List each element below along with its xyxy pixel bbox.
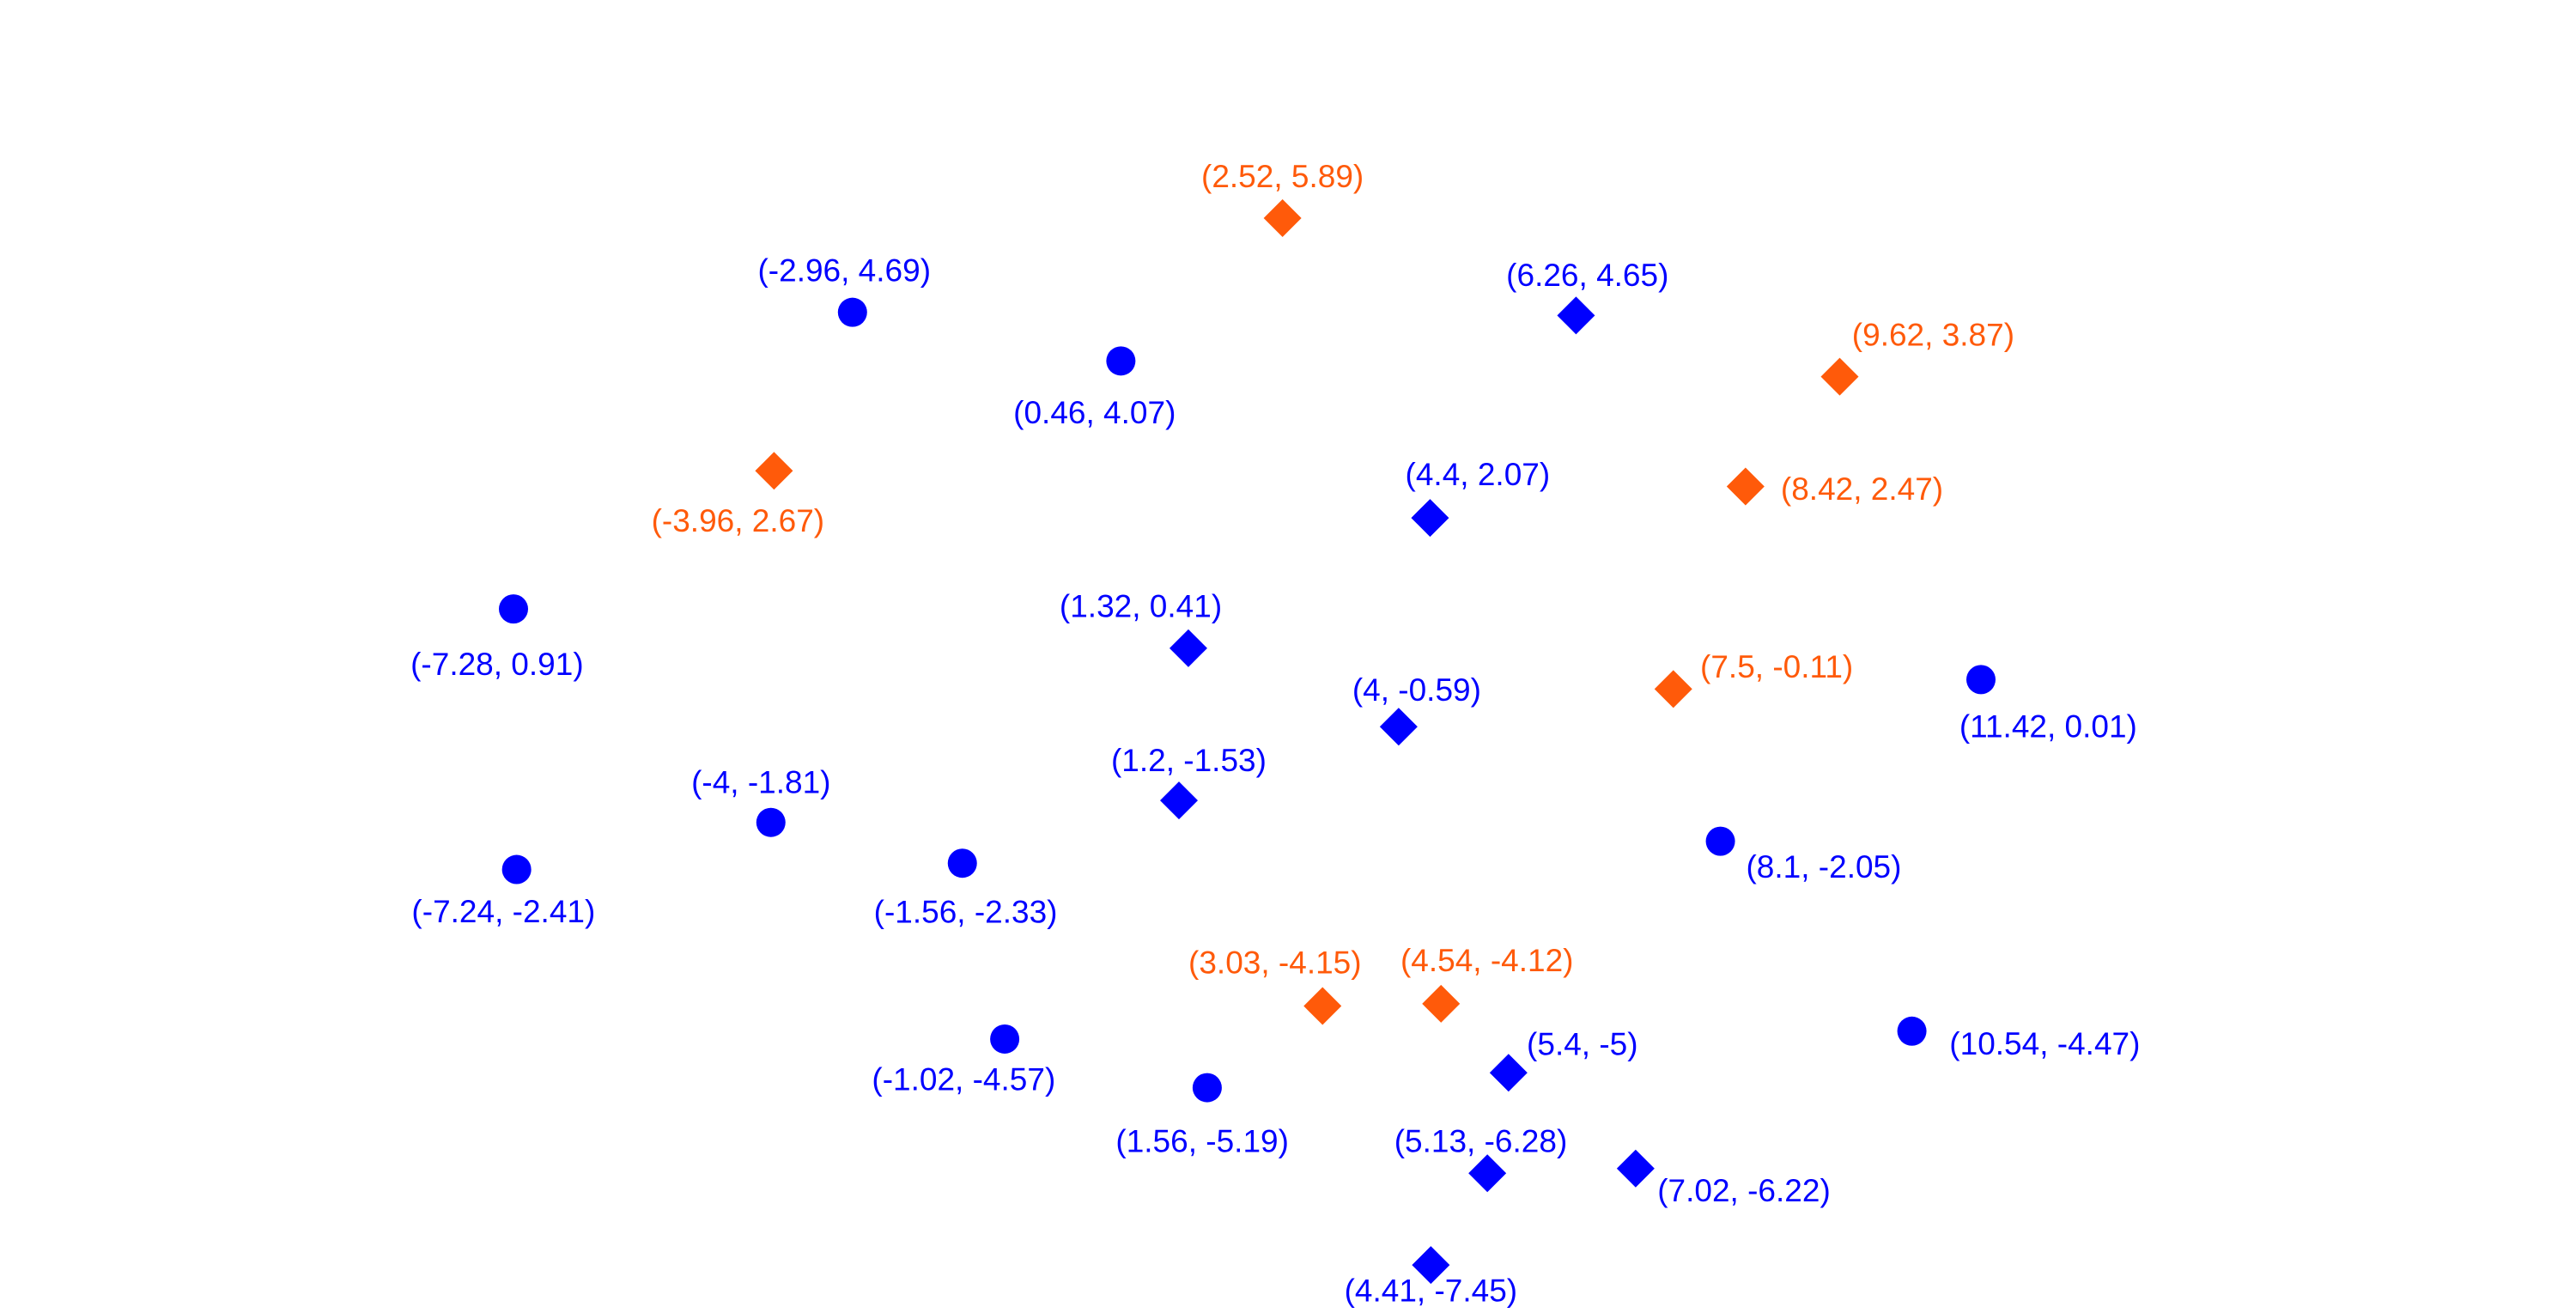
point — [1379, 708, 1418, 746]
point-label: (-2.96, 4.69) — [757, 253, 931, 289]
point-label: (2.52, 5.89) — [1201, 159, 1364, 194]
point-label: (4, -0.59) — [1352, 672, 1481, 708]
point — [756, 807, 786, 837]
point-label: (4.4, 2.07) — [1406, 457, 1551, 492]
point — [499, 594, 528, 624]
point-label: (0.46, 4.07) — [1013, 395, 1176, 430]
point-label: (-1.56, -2.33) — [874, 894, 1058, 929]
point-label: (8.1, -2.05) — [1746, 849, 1901, 884]
point — [1303, 987, 1342, 1025]
point-label: (1.56, -5.19) — [1115, 1123, 1289, 1158]
point-label: (8.42, 2.47) — [1781, 471, 1943, 507]
point-label: (-7.24, -2.41) — [411, 894, 595, 929]
point-label: (3.03, -4.15) — [1188, 945, 1362, 981]
point-label: (11.42, 0.01) — [1959, 708, 2137, 744]
point-label: (-7.28, 0.91) — [410, 647, 584, 682]
point — [1169, 629, 1207, 667]
point — [837, 297, 867, 327]
point — [1705, 826, 1735, 856]
point — [1106, 346, 1136, 376]
point-label: (6.26, 4.65) — [1506, 258, 1668, 293]
point — [1159, 781, 1198, 820]
point-label: (10.54, -4.47) — [1949, 1026, 2140, 1061]
point — [1654, 670, 1692, 708]
point — [1468, 1154, 1507, 1193]
point — [1489, 1054, 1528, 1092]
point — [990, 1024, 1020, 1054]
point — [1263, 199, 1302, 237]
point — [1966, 665, 1996, 695]
point-label: (9.62, 3.87) — [1852, 318, 2014, 353]
point-label: (5.13, -6.28) — [1394, 1124, 1568, 1159]
point — [1616, 1149, 1655, 1188]
point-label: (4.41, -7.45) — [1345, 1273, 1518, 1308]
point-label: (7.5, -0.11) — [1700, 649, 1853, 684]
point-label: (1.2, -1.53) — [1111, 743, 1267, 778]
point — [755, 452, 793, 490]
point-label: (5.4, -5) — [1527, 1026, 1638, 1061]
point — [1412, 1246, 1450, 1285]
point — [501, 854, 532, 884]
point — [947, 848, 977, 878]
point — [1192, 1073, 1222, 1103]
point — [1422, 984, 1461, 1023]
point-label: (-4, -1.81) — [691, 765, 830, 800]
point-label: (-1.02, -4.57) — [872, 1061, 1055, 1097]
point — [1557, 296, 1595, 335]
point-label: (7.02, -6.22) — [1657, 1173, 1831, 1208]
point-label: (4.54, -4.12) — [1400, 943, 1574, 978]
point-label: (1.32, 0.41) — [1060, 589, 1222, 624]
point-label: (-3.96, 2.67) — [652, 503, 825, 538]
point — [1897, 1016, 1927, 1046]
point — [1726, 467, 1765, 506]
point — [1820, 357, 1859, 396]
point — [1411, 499, 1449, 538]
